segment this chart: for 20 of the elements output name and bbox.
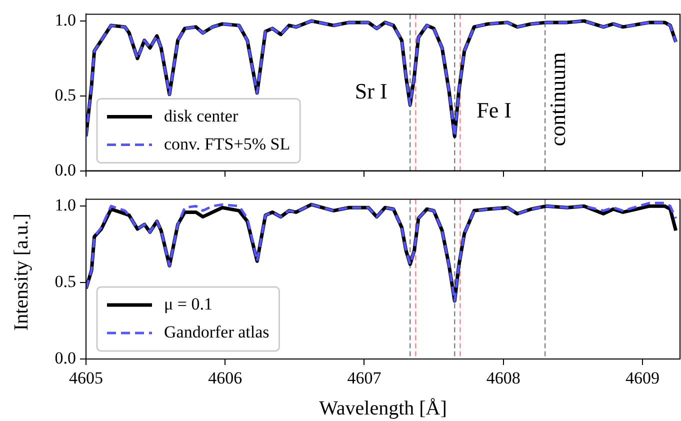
y-tick-label: 1.0 [54,10,76,30]
x-tick-label: 4608 [486,368,520,388]
legend-label: conv. FTS+5% SL [164,134,290,154]
y-tick-label: 0.5 [54,85,76,104]
legend-label: μ = 0.1 [164,294,212,314]
y-tick-label: 0.0 [54,348,76,368]
x-tick-label: 4609 [625,368,660,388]
x-tick-label: 4607 [347,368,382,388]
y-tick-label: 0.5 [54,272,76,292]
x-tick-label: 4605 [69,368,103,388]
annotation: Fe I [476,98,512,123]
y-tick-label: 0.0 [54,160,76,180]
x-tick-label: 4606 [208,368,242,388]
legend-label: disk center [164,106,238,126]
y-tick-label: 1.0 [54,196,76,215]
y-axis-title: Intensity [a.u.] [10,213,34,331]
annotation: Sr I [354,78,388,104]
x-axis-title: Wavelength [Å] [319,397,447,420]
ref-line-label: continuum [544,52,570,146]
legend-label: Gandorfer atlas [164,322,270,342]
